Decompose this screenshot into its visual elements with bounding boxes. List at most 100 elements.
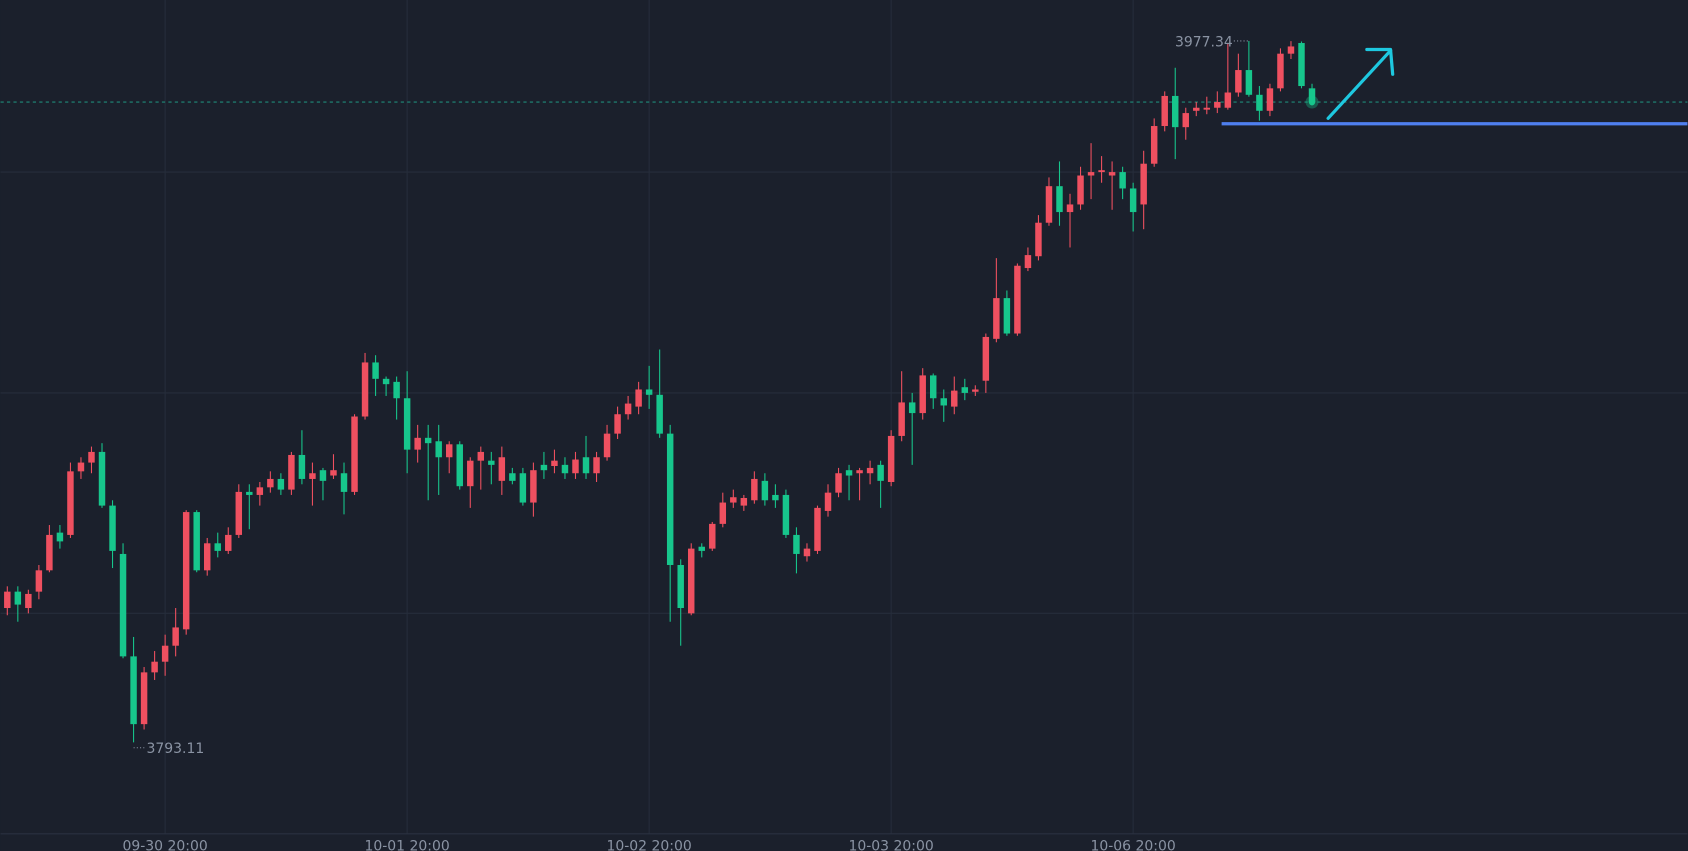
candle-body bbox=[309, 473, 316, 479]
candles bbox=[4, 40, 1316, 743]
candle-body bbox=[1287, 46, 1295, 54]
candle-body bbox=[161, 645, 169, 662]
candle-body bbox=[982, 336, 990, 381]
candle-body bbox=[1256, 94, 1263, 111]
candle-body bbox=[719, 502, 727, 524]
candle-body bbox=[119, 553, 127, 657]
candle-body bbox=[1161, 95, 1168, 127]
candle-body bbox=[782, 494, 790, 535]
candle-body bbox=[235, 491, 243, 535]
candle-body bbox=[193, 512, 200, 571]
candle-body bbox=[582, 457, 590, 474]
last-price-dot bbox=[1308, 98, 1316, 106]
candle-body bbox=[477, 451, 485, 461]
candle-body bbox=[951, 390, 958, 407]
candle-body bbox=[424, 437, 432, 444]
candle-body bbox=[772, 494, 779, 501]
max-label: 3977.34 bbox=[1175, 35, 1233, 51]
candle-body bbox=[4, 591, 11, 609]
candle-body bbox=[246, 491, 253, 495]
candle-body bbox=[109, 505, 116, 551]
candle-body bbox=[1214, 102, 1221, 108]
candle-body bbox=[930, 375, 937, 399]
candle-body bbox=[1203, 107, 1211, 110]
candle-body bbox=[803, 548, 811, 557]
candle-body bbox=[98, 451, 106, 506]
candle-body bbox=[393, 381, 400, 399]
candle-body bbox=[414, 437, 421, 450]
candle-body bbox=[824, 492, 832, 511]
candle-body bbox=[1224, 92, 1232, 108]
candle-body bbox=[751, 478, 758, 501]
candle-body bbox=[519, 473, 527, 503]
candle-body bbox=[361, 362, 369, 417]
candle-body bbox=[1098, 170, 1105, 173]
min-label: 3793.11 bbox=[146, 741, 204, 757]
candle-body bbox=[993, 298, 1000, 339]
candle-body bbox=[919, 375, 926, 414]
candle-body bbox=[298, 454, 306, 479]
candle-body bbox=[1045, 186, 1053, 223]
candle-body bbox=[467, 460, 474, 487]
x-tick-label: 10-03 20:00 bbox=[848, 839, 933, 851]
candle-body bbox=[1182, 113, 1189, 128]
candle-body bbox=[214, 543, 221, 551]
candle-body bbox=[277, 478, 285, 490]
candle-body bbox=[140, 672, 148, 725]
candle-body bbox=[1277, 53, 1284, 89]
candle-body bbox=[688, 548, 695, 614]
candle-body bbox=[866, 467, 874, 474]
candle-body bbox=[835, 473, 842, 493]
candle-body bbox=[319, 470, 327, 481]
trend-arrow bbox=[1326, 48, 1393, 120]
candle-body bbox=[14, 591, 22, 605]
candle-body bbox=[67, 471, 74, 535]
candle-body bbox=[551, 460, 558, 467]
trend-arrow-head bbox=[1365, 47, 1395, 76]
candle-body bbox=[887, 435, 895, 482]
candle-body bbox=[572, 459, 579, 474]
candle-body bbox=[488, 460, 495, 465]
candle-body bbox=[530, 470, 537, 503]
x-tick-label: 10-02 20:00 bbox=[606, 839, 691, 851]
candle-body bbox=[1108, 172, 1116, 176]
candle-body bbox=[172, 627, 179, 646]
candle-body bbox=[593, 457, 600, 474]
candle-body bbox=[940, 398, 947, 406]
candle-body bbox=[1003, 298, 1011, 334]
candle-body bbox=[445, 444, 453, 458]
candle-body bbox=[908, 402, 916, 414]
candle-body bbox=[1150, 126, 1158, 164]
candle-body bbox=[1087, 172, 1095, 176]
candle-body bbox=[898, 402, 905, 436]
candle-body bbox=[88, 451, 95, 463]
candle-body bbox=[1035, 222, 1042, 257]
x-tick-label: 09-30 20:00 bbox=[122, 839, 207, 851]
candle-body bbox=[1066, 204, 1074, 213]
candle-body bbox=[856, 470, 863, 474]
candle-body bbox=[614, 414, 621, 434]
candle-body bbox=[1119, 172, 1126, 189]
candle-body bbox=[1077, 175, 1084, 205]
candle-body bbox=[151, 661, 158, 673]
candle-body bbox=[267, 478, 274, 488]
candle-body bbox=[1245, 70, 1253, 95]
candle-body bbox=[1308, 88, 1316, 103]
candle-body bbox=[814, 507, 821, 551]
candle-body bbox=[382, 378, 390, 385]
candle-body bbox=[1056, 186, 1063, 213]
candle-body bbox=[1172, 95, 1179, 128]
candle-body bbox=[666, 433, 674, 565]
candle-body bbox=[635, 389, 642, 407]
candle-body bbox=[25, 593, 32, 609]
candle-body bbox=[203, 543, 211, 571]
candle-body bbox=[793, 534, 800, 554]
candle-body bbox=[372, 362, 379, 379]
candle-body bbox=[256, 487, 264, 495]
candle-body bbox=[540, 464, 548, 471]
candle-body bbox=[46, 534, 53, 571]
candle-body bbox=[288, 454, 295, 490]
